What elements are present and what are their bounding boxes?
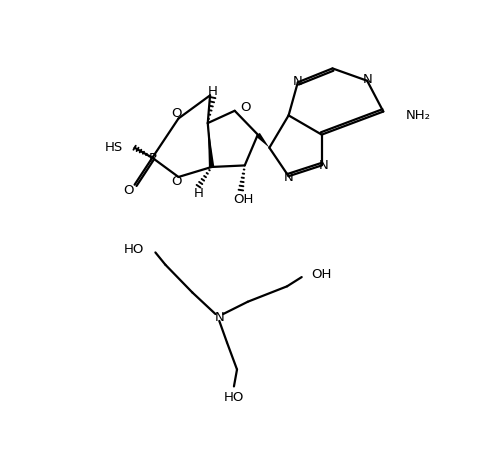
- Text: N: N: [214, 311, 224, 324]
- Text: O: O: [123, 183, 134, 196]
- Text: P: P: [149, 152, 157, 165]
- Text: OH: OH: [312, 268, 332, 281]
- Text: HO: HO: [124, 243, 145, 256]
- Text: N: N: [293, 75, 303, 88]
- Text: NH₂: NH₂: [406, 109, 430, 122]
- Text: H: H: [208, 85, 218, 98]
- Text: N: N: [284, 171, 294, 184]
- Text: N: N: [319, 159, 328, 172]
- Text: HS: HS: [105, 141, 123, 154]
- Text: HO: HO: [224, 391, 244, 404]
- Text: N: N: [362, 73, 372, 87]
- Text: O: O: [171, 107, 181, 120]
- Text: H: H: [194, 188, 203, 201]
- Text: OH: OH: [233, 193, 254, 206]
- Polygon shape: [256, 133, 269, 148]
- Text: O: O: [240, 101, 251, 114]
- Text: O: O: [171, 175, 181, 188]
- Polygon shape: [208, 123, 214, 167]
